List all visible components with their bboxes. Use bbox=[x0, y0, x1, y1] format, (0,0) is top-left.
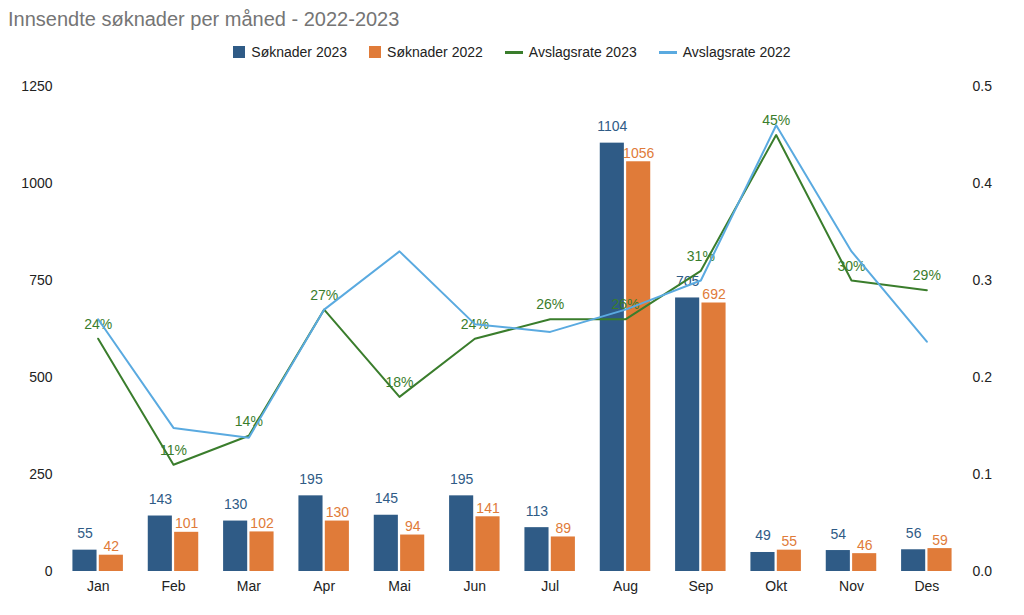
svg-text:14%: 14% bbox=[235, 413, 263, 429]
svg-text:59: 59 bbox=[932, 532, 948, 548]
svg-text:94: 94 bbox=[405, 518, 421, 534]
svg-text:1250: 1250 bbox=[21, 78, 52, 94]
svg-text:18%: 18% bbox=[385, 374, 413, 390]
svg-text:Okt: Okt bbox=[765, 578, 787, 594]
svg-text:0.2: 0.2 bbox=[973, 369, 993, 385]
svg-text:89: 89 bbox=[556, 520, 572, 536]
svg-text:27%: 27% bbox=[310, 287, 338, 303]
svg-text:500: 500 bbox=[29, 369, 53, 385]
svg-text:26%: 26% bbox=[536, 296, 564, 312]
svg-text:143: 143 bbox=[149, 491, 173, 507]
svg-text:Sep: Sep bbox=[688, 578, 713, 594]
html-text:Avslagsrate 2023: Avslagsrate 2023 bbox=[528, 44, 637, 60]
html-text:Innsendte søknader per måned -: Innsendte søknader per måned - 2022-2023 bbox=[8, 8, 400, 30]
svg-text:45%: 45% bbox=[762, 112, 790, 128]
svg-text:705: 705 bbox=[676, 273, 700, 289]
svg-text:141: 141 bbox=[476, 500, 500, 516]
svg-text:Des: Des bbox=[914, 578, 939, 594]
svg-text:11%: 11% bbox=[160, 442, 187, 458]
svg-text:24%: 24% bbox=[84, 316, 112, 332]
svg-text:750: 750 bbox=[29, 272, 53, 288]
svg-text:Mar: Mar bbox=[237, 578, 261, 594]
svg-text:42: 42 bbox=[104, 538, 120, 554]
html-text:Søknader 2022: Søknader 2022 bbox=[387, 44, 483, 60]
svg-text:692: 692 bbox=[702, 286, 726, 302]
svg-text:55: 55 bbox=[77, 525, 93, 541]
svg-text:195: 195 bbox=[299, 471, 323, 487]
svg-text:102: 102 bbox=[250, 515, 274, 531]
svg-text:113: 113 bbox=[526, 503, 549, 519]
svg-text:26%: 26% bbox=[611, 296, 639, 312]
svg-text:0.1: 0.1 bbox=[973, 466, 993, 482]
svg-text:29%: 29% bbox=[913, 267, 941, 283]
svg-text:0.0: 0.0 bbox=[973, 563, 993, 579]
svg-text:0: 0 bbox=[45, 563, 53, 579]
svg-text:46: 46 bbox=[857, 537, 873, 553]
svg-text:195: 195 bbox=[450, 471, 474, 487]
svg-text:Jun: Jun bbox=[464, 578, 487, 594]
svg-text:250: 250 bbox=[29, 466, 53, 482]
svg-text:Apr: Apr bbox=[313, 578, 335, 594]
svg-text:0.3: 0.3 bbox=[973, 272, 993, 288]
svg-text:1000: 1000 bbox=[21, 175, 52, 191]
svg-text:Mai: Mai bbox=[388, 578, 411, 594]
svg-text:130: 130 bbox=[326, 504, 350, 520]
svg-text:101: 101 bbox=[175, 515, 199, 531]
html-text:Søknader 2023: Søknader 2023 bbox=[251, 44, 348, 60]
svg-text:30%: 30% bbox=[837, 258, 865, 274]
svg-text:Aug: Aug bbox=[613, 578, 638, 594]
html-text:Avslagsrate 2022: Avslagsrate 2022 bbox=[682, 44, 791, 60]
svg-text:130: 130 bbox=[224, 496, 248, 512]
svg-text:1056: 1056 bbox=[623, 145, 654, 161]
svg-text:24%: 24% bbox=[461, 316, 489, 332]
svg-text:Nov: Nov bbox=[839, 578, 864, 594]
svg-text:0.5: 0.5 bbox=[973, 78, 993, 94]
svg-text:Jul: Jul bbox=[541, 578, 559, 594]
svg-text:49: 49 bbox=[755, 527, 771, 543]
svg-text:0.4: 0.4 bbox=[973, 175, 993, 191]
svg-text:54: 54 bbox=[831, 526, 847, 542]
svg-text:Jan: Jan bbox=[87, 578, 110, 594]
svg-text:1104: 1104 bbox=[597, 118, 627, 134]
svg-text:145: 145 bbox=[375, 490, 399, 506]
svg-text:31%: 31% bbox=[687, 248, 715, 264]
svg-text:56: 56 bbox=[906, 525, 922, 541]
svg-text:Feb: Feb bbox=[161, 578, 185, 594]
svg-text:55: 55 bbox=[782, 533, 798, 549]
